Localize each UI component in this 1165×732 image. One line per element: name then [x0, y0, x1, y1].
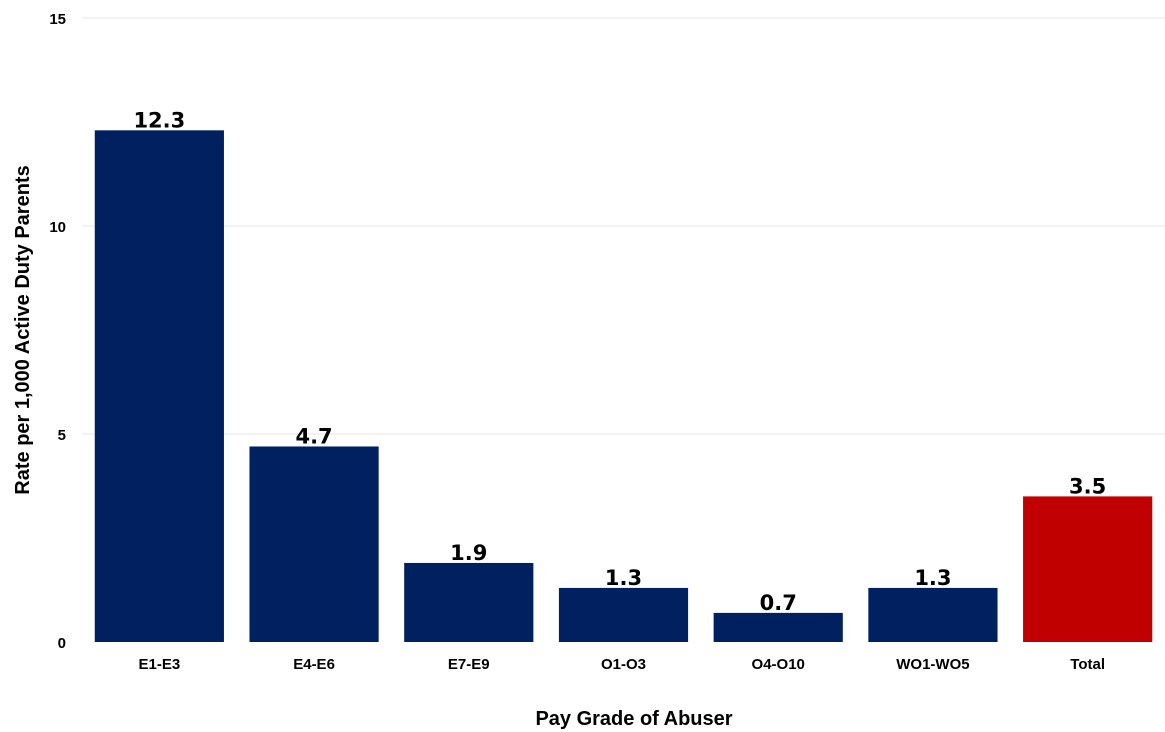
category-label-total: Total: [1070, 656, 1105, 673]
category-label-o4-o10: O4-O10: [752, 656, 805, 673]
category-label-e1-e3: E1-E3: [139, 656, 181, 673]
y-tick-label: 15: [49, 11, 66, 28]
bar-o1-o3: [558, 587, 689, 642]
x-axis-categories: E1-E3 E4-E6 E7-E9 O1-O3 O4-O10 WO1-WO5 Total: [139, 656, 1105, 673]
data-label-total: 3.5: [1069, 474, 1106, 498]
data-label-o1-o3: 1.3: [605, 566, 642, 590]
y-axis-title: Rate per 1,000 Active Duty Parents: [12, 165, 34, 494]
data-label-wo1-wo5: 1.3: [914, 566, 951, 590]
bar-e1-e3: [94, 130, 224, 642]
bar-wo1-wo5: [868, 587, 998, 642]
gridlines: [82, 17, 1165, 435]
x-axis-title: Pay Grade of Abuser: [535, 708, 732, 730]
category-label-e4-e6: E4-E6: [293, 656, 335, 673]
y-tick-label: 5: [58, 427, 66, 444]
bar-o4-o10: [713, 612, 843, 642]
data-label-e7-e9: 1.9: [450, 541, 487, 565]
category-label-o1-o3: O1-O3: [601, 656, 646, 673]
bar-e7-e9: [404, 562, 534, 642]
bar-total: [1023, 496, 1153, 642]
y-tick-label: 0: [58, 635, 66, 652]
y-axis-ticks: 0 5 10 15: [49, 11, 66, 652]
bars: [94, 130, 1153, 642]
data-label-e1-e3: 12.3: [133, 108, 185, 132]
data-labels: 12.3 4.7 1.9 1.3 0.7 1.3 3.5: [133, 108, 1106, 615]
data-label-e4-e6: 4.7: [295, 424, 332, 448]
y-tick-label: 10: [49, 219, 66, 236]
category-label-wo1-wo5: WO1-WO5: [896, 656, 969, 673]
bar-e4-e6: [249, 446, 379, 642]
data-label-o4-o10: 0.7: [760, 591, 797, 615]
category-label-e7-e9: E7-E9: [448, 656, 490, 673]
